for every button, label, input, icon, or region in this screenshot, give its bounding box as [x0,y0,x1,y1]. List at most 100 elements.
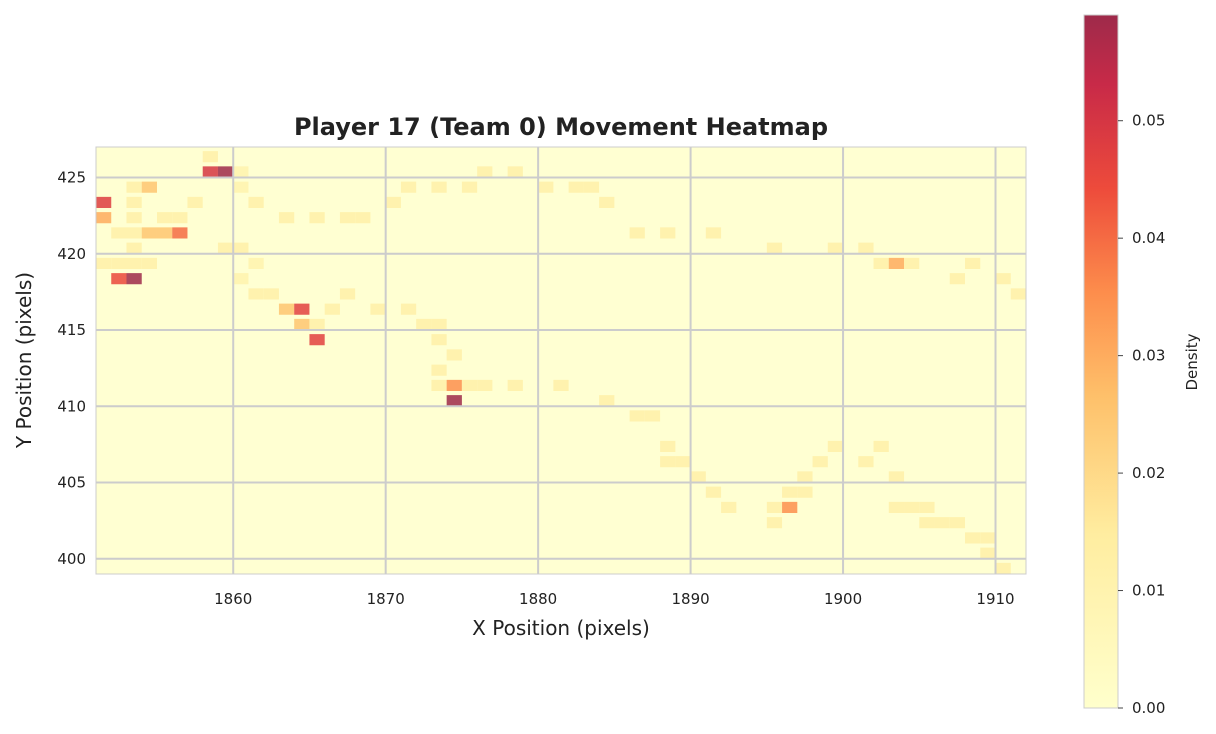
heatmap-cell [416,318,432,330]
heatmap-cell [629,227,645,239]
heatmap-cell [507,379,523,391]
heatmap-cell [919,517,935,529]
heatmap-cell [873,257,889,269]
heatmap-cell [888,501,905,513]
heatmap-cell [309,318,325,330]
heatmap-cell [126,227,142,239]
heatmap-cell [766,517,783,529]
heatmap-cell [965,257,981,269]
colorbar-tick-label: 0.04 [1132,229,1165,247]
heatmap-cell [385,196,401,208]
heatmap-cell [278,303,295,315]
heatmap-cell [172,212,188,224]
heatmap-cell [660,456,676,468]
y-tick-label: 400 [57,550,86,568]
heatmap-cell [339,212,356,224]
heatmap-cell [568,181,584,193]
heatmap-cell [827,440,844,452]
heatmap-cell [141,227,157,239]
heatmap-cell [294,303,310,315]
heatmap-cell [126,273,142,285]
heatmap-cell [599,196,615,208]
heatmap-cell [355,212,371,224]
heatmap-cell [583,181,600,193]
y-tick-labels: 400 405 410 415 420 425 [57,169,86,568]
heatmap-cell [827,242,844,254]
heatmap-cell [294,318,310,330]
heatmap-cell [339,288,356,300]
heatmap-cell [888,471,905,483]
heatmap-cell [644,410,661,422]
heatmap-cell [248,288,264,300]
heatmap-cell [141,181,157,193]
colorbar-label: Density [1183,333,1201,390]
heatmap-cell [477,379,493,391]
heatmap-cell [263,288,279,300]
heatmap-cell [248,257,264,269]
heatmap-cell [629,410,645,422]
colorbar [1083,14,1119,709]
heatmap-cell [797,471,813,483]
heatmap-cell [965,532,981,544]
heatmap-cell [858,242,874,254]
heatmap-cell [233,181,249,193]
heatmap-cell [446,379,462,391]
y-tick-label: 425 [57,169,86,187]
x-tick-labels: 1860 1870 1880 1890 1900 1910 [214,590,1014,608]
heatmap-cell [934,517,950,529]
heatmap-cell [873,440,889,452]
heatmap-cell [156,212,173,224]
heatmap-cell [126,212,142,224]
y-tick-label: 415 [57,321,86,339]
heatmap-cell [660,440,676,452]
heatmap-cell [172,227,188,239]
heatmap-cell [126,242,142,254]
x-tick-label: 1890 [671,590,709,608]
colorbar-tick-label: 0.05 [1132,112,1165,130]
colorbar-tick-label: 0.02 [1132,464,1165,482]
heatmap-cell [187,196,203,208]
heatmap-cell [782,501,798,513]
heatmap-cell [111,257,127,269]
x-tick-label: 1870 [367,590,405,608]
heatmap-cell [431,181,447,193]
x-tick-label: 1910 [976,590,1014,608]
heatmap-cell [324,303,340,315]
heatmap-cell [248,196,264,208]
heatmap-cell [461,379,478,391]
x-axis-label: X Position (pixels) [472,616,650,640]
colorbar-tick-label: 0.00 [1132,699,1165,717]
heatmap-cell [919,501,935,513]
heatmap-cell [96,196,112,208]
heatmap-cell [370,303,386,315]
heatmap-cell [858,456,874,468]
heatmap-cell [233,242,249,254]
heatmap-cell [278,212,295,224]
heatmap-cell [217,166,234,178]
heatmap-cell [553,379,569,391]
heatmap-cell [400,303,417,315]
heatmap-cell [446,395,462,407]
colorbar-tick-labels: 0.00 0.01 0.02 0.03 0.04 0.05 [1118,112,1165,717]
heatmap-cell [141,257,157,269]
heatmap-cell [949,273,966,285]
heatmap-cell [1010,288,1026,300]
y-tick-label: 405 [57,474,86,492]
x-tick-label: 1860 [214,590,252,608]
heatmap-cell [111,227,127,239]
colorbar-tick-label: 0.01 [1132,582,1165,600]
heatmap-cell [980,547,996,559]
heatmap-cell [461,181,478,193]
heatmap-cell [126,257,142,269]
heatmap-cell [431,318,447,330]
heatmap-cell [888,257,905,269]
heatmap-cell [904,501,920,513]
heatmap-cells [96,151,1026,574]
plot-background [96,147,1026,574]
chart-title: Player 17 (Team 0) Movement Heatmap [294,113,828,141]
heatmap-cell [96,212,112,224]
y-tick-label: 420 [57,245,86,263]
heatmap-cell [111,273,127,285]
heatmap-cell [477,166,493,178]
